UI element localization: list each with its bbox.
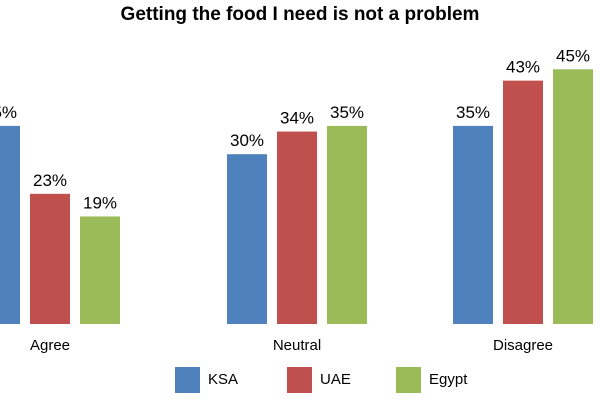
data-label-agree-uae: 23% (33, 171, 67, 190)
bar-agree-egypt (80, 216, 120, 324)
legend-label-egypt: Egypt (429, 371, 468, 388)
bar-neutral-uae (277, 131, 317, 324)
data-label-neutral-egypt: 35% (330, 103, 364, 122)
bar-disagree-egypt (553, 69, 593, 324)
bar-disagree-ksa (453, 125, 493, 325)
data-label-agree-egypt: 19% (83, 193, 117, 212)
bar-agree-uae (30, 193, 70, 324)
legend-label-uae: UAE (320, 371, 351, 388)
category-label-neutral: Neutral (273, 337, 321, 354)
bar-agree-ksa (0, 125, 20, 325)
legend-label-ksa: KSA (208, 371, 239, 388)
bar-neutral-ksa (227, 154, 267, 324)
data-label-agree-ksa: 35% (0, 103, 17, 122)
data-label-disagree-ksa: 35% (456, 103, 490, 122)
bar-neutral-egypt (327, 125, 367, 325)
category-label-agree: Agree (30, 337, 70, 354)
legend-swatch-uae (287, 367, 312, 393)
legend-swatch-egypt (396, 367, 421, 393)
data-label-disagree-egypt: 45% (556, 46, 590, 65)
data-label-neutral-ksa: 30% (230, 131, 264, 150)
chart-legend: KSA UAE Egypt (0, 366, 600, 394)
data-label-neutral-uae: 34% (280, 109, 314, 128)
data-label-disagree-uae: 43% (506, 58, 540, 77)
bar-chart: 35% 23% 19% Agree 30% 34% 35% Neutral 35% 43% 45% D… (0, 46, 593, 354)
bar-disagree-uae (503, 80, 543, 325)
chart-title: Getting the food I need is not a problem (120, 4, 480, 25)
legend-swatch-ksa (175, 367, 200, 393)
category-label-disagree: Disagree (493, 337, 553, 354)
